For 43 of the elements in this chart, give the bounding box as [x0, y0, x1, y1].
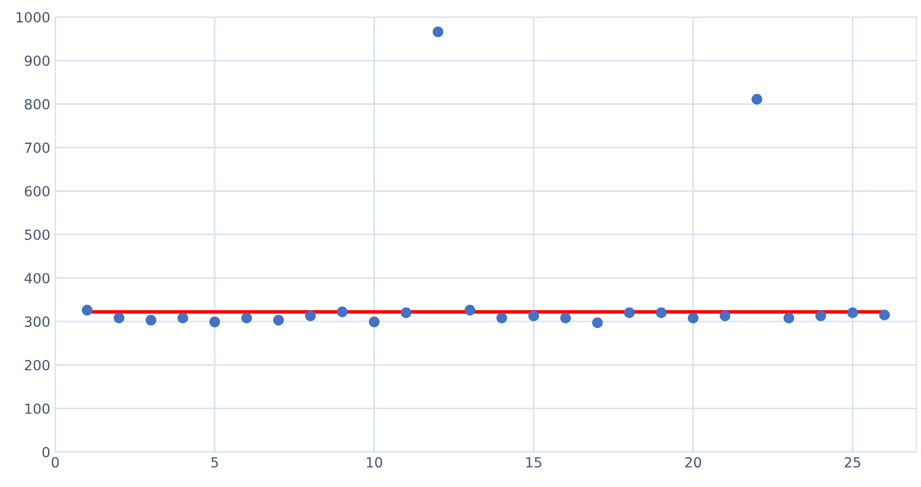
point — [592, 317, 603, 328]
y-tick-label: 400 — [24, 272, 50, 284]
point — [114, 312, 124, 324]
y-tick-label: 200 — [24, 360, 50, 370]
x-tick-label: 15 — [526, 457, 542, 468]
y-tick-label: 900 — [24, 56, 50, 66]
point — [464, 304, 476, 316]
y-tick-label: 0 — [42, 446, 50, 458]
x-tick-label: 25 — [844, 457, 860, 468]
point — [400, 307, 412, 318]
point — [752, 94, 762, 105]
point — [879, 310, 890, 320]
point — [209, 316, 220, 328]
point — [368, 316, 380, 328]
x-tick-label: 20 — [685, 457, 702, 468]
point — [305, 310, 316, 322]
point — [241, 312, 252, 324]
y-tick-label: 100 — [25, 403, 50, 414]
point — [336, 306, 348, 318]
y-tick-label: 300 — [24, 316, 50, 327]
point — [624, 307, 635, 318]
point — [528, 310, 540, 322]
y-tick-label: 600 — [24, 186, 50, 196]
y-tick-label: 500 — [24, 229, 50, 240]
y-tick-label: 700 — [25, 142, 50, 153]
point — [146, 314, 156, 326]
point — [432, 26, 444, 38]
point — [656, 307, 667, 318]
point — [82, 304, 93, 316]
point — [688, 312, 698, 324]
point — [273, 314, 284, 326]
point — [720, 310, 730, 322]
point — [815, 310, 826, 322]
point — [847, 307, 858, 318]
y-tick-label: 1000 — [16, 12, 50, 23]
y-tick-label: 800 — [24, 98, 50, 110]
point — [560, 312, 571, 324]
x-tick-label: 5 — [211, 457, 218, 468]
point — [783, 312, 794, 324]
x-tick-label: 10 — [366, 457, 382, 468]
x-tick-label: 0 — [52, 457, 59, 468]
point — [177, 312, 188, 324]
point — [496, 312, 508, 324]
